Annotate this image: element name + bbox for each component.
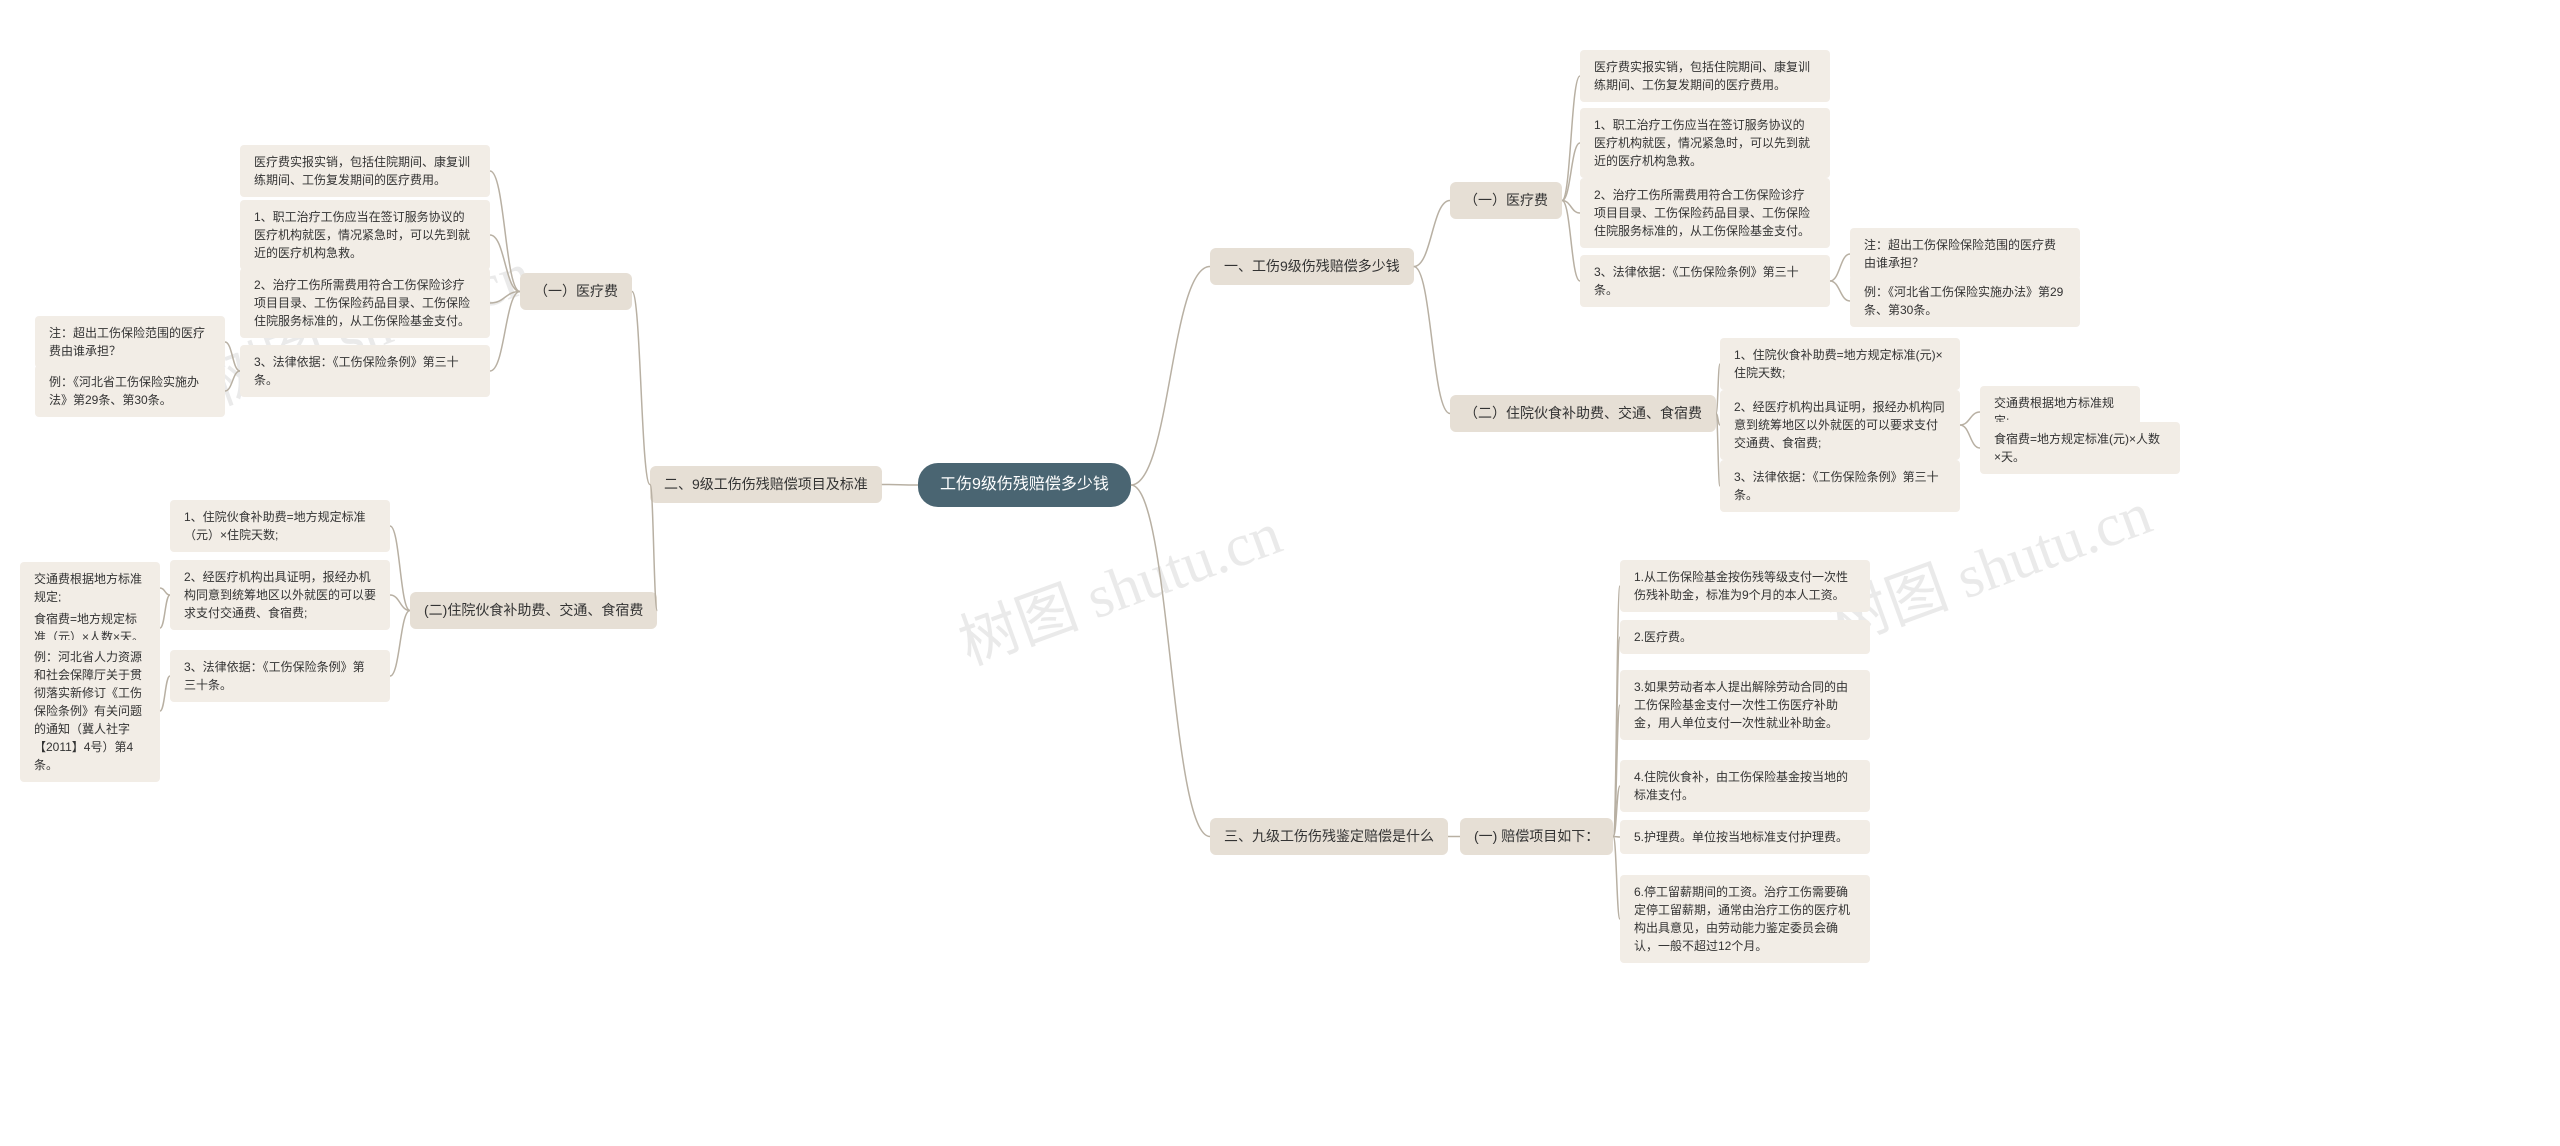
branch-1: 一、工伤9级伤残赔偿多少钱: [1210, 248, 1414, 285]
right-c3-d5: 5.护理费。单位按当地标准支付护理费。: [1620, 820, 1870, 854]
right-c2: （二）住院伙食补助费、交通、食宿费: [1450, 395, 1716, 432]
left-c1: （一）医疗费: [520, 273, 632, 310]
left-c2: (二)住院伙食补助费、交通、食宿费: [410, 592, 657, 629]
branch-2: 二、9级工伤伤残赔偿项目及标准: [650, 466, 882, 503]
watermark: 树图 shutu.cn: [945, 485, 1291, 682]
left-c2-d2: 2、经医疗机构出具证明，报经办机构同意到统筹地区以外就医的可以要求支付交通费、食…: [170, 560, 390, 630]
right-c3: (一) 赔偿项目如下：: [1460, 818, 1613, 855]
right-c3-d2: 2.医疗费。: [1620, 620, 1870, 654]
left-c1-d4: 3、法律依据：《工伤保险条例》第三十条。: [240, 345, 490, 397]
left-c2-d3: 3、法律依据：《工伤保险条例》第三十条。: [170, 650, 390, 702]
root-node: 工伤9级伤残赔偿多少钱: [918, 463, 1131, 507]
right-c3-d3: 3.如果劳动者本人提出解除劳动合同的由工伤保险基金支付一次性工伤医疗补助金，用人…: [1620, 670, 1870, 740]
left-c2-d1: 1、住院伙食补助费=地方规定标准（元）×住院天数;: [170, 500, 390, 552]
branch-3: 三、九级工伤伤残鉴定赔偿是什么: [1210, 818, 1448, 855]
right-c2-d1: 1、住院伙食补助费=地方规定标准(元)×住院天数;: [1720, 338, 1960, 390]
right-c3-d6: 6.停工留薪期间的工资。治疗工伤需要确定停工留薪期，通常由治疗工伤的医疗机构出具…: [1620, 875, 1870, 963]
right-c1-e2: 例：《河北省工伤保险实施办法》第29条、第30条。: [1850, 275, 2080, 327]
right-c2-d3: 3、法律依据：《工伤保险条例》第三十条。: [1720, 460, 1960, 512]
right-c1-d2: 1、职工治疗工伤应当在签订服务协议的医疗机构就医，情况紧急时，可以先到就近的医疗…: [1580, 108, 1830, 178]
left-c1-e2: 例：《河北省工伤保险实施办法》第29条、第30条。: [35, 365, 225, 417]
left-c1-d2: 1、职工治疗工伤应当在签订服务协议的医疗机构就医，情况紧急时，可以先到就近的医疗…: [240, 200, 490, 270]
left-c1-e1: 注：超出工伤保险范围的医疗费由谁承担？: [35, 316, 225, 368]
right-c1-d1: 医疗费实报实销，包括住院期间、康复训练期间、工伤复发期间的医疗费用。: [1580, 50, 1830, 102]
left-c1-d3: 2、治疗工伤所需费用符合工伤保险诊疗项目目录、工伤保险药品目录、工伤保险住院服务…: [240, 268, 490, 338]
right-c2-d2: 2、经医疗机构出具证明，报经办机构同意到统筹地区以外就医的可以要求支付交通费、食…: [1720, 390, 1960, 460]
right-c1: （一）医疗费: [1450, 182, 1562, 219]
right-c1-d4: 3、法律依据：《工伤保险条例》第三十条。: [1580, 255, 1830, 307]
left-c2-e3: 例：河北省人力资源和社会保障厅关于贯彻落实新修订《工伤保险条例》有关问题的通知（…: [20, 640, 160, 782]
right-c1-d3: 2、治疗工伤所需费用符合工伤保险诊疗项目目录、工伤保险药品目录、工伤保险住院服务…: [1580, 178, 1830, 248]
right-c2-e2: 食宿费=地方规定标准(元)×人数×天。: [1980, 422, 2180, 474]
right-c1-e1: 注：超出工伤保险保险范围的医疗费由谁承担？: [1850, 228, 2080, 280]
left-c1-d1: 医疗费实报实销，包括住院期间、康复训练期间、工伤复发期间的医疗费用。: [240, 145, 490, 197]
right-c3-d4: 4.住院伙食补，由工伤保险基金按当地的标准支付。: [1620, 760, 1870, 812]
right-c3-d1: 1.从工伤保险基金按伤残等级支付一次性伤残补助金，标准为9个月的本人工资。: [1620, 560, 1870, 612]
